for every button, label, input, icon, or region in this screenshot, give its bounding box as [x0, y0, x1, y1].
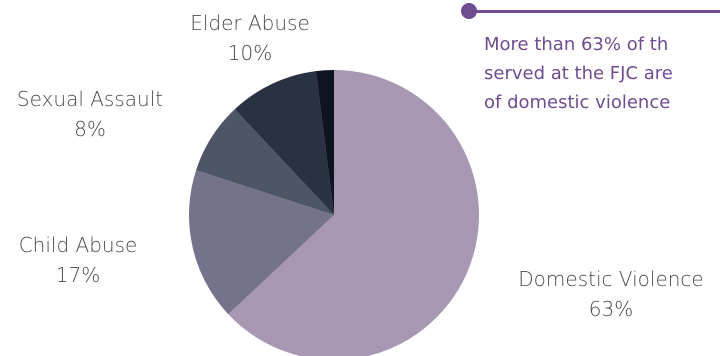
- label-sexual-assault-value: 8%: [74, 117, 106, 141]
- callout-text: More than 63% of th served at the FJC ar…: [484, 30, 720, 117]
- label-child-abuse-name: Child Abuse: [18, 233, 138, 257]
- label-child-abuse: Child Abuse 17%: [0, 230, 156, 290]
- label-elder-abuse-value: 10%: [227, 41, 273, 65]
- callout-line-1: More than 63% of th: [484, 34, 669, 55]
- label-sexual-assault: Sexual Assault 8%: [2, 84, 178, 144]
- label-domestic-violence-name: Domestic Violence: [518, 267, 704, 291]
- label-domestic-violence: Domestic Violence 63%: [506, 264, 716, 324]
- pie-slice-unlabeled: [315, 70, 334, 215]
- label-sexual-assault-name: Sexual Assault: [16, 87, 164, 111]
- pie-slice-elder-abuse: [234, 71, 334, 215]
- pie-slice-sexual-assault: [196, 109, 334, 215]
- callout-divider: [470, 10, 720, 13]
- pie-slice-domestic-violence: [228, 70, 480, 356]
- callout-line-3: of domestic violence: [484, 92, 671, 113]
- label-elder-abuse: Elder Abuse 10%: [170, 8, 330, 68]
- callout-line-2: served at the FJC are: [484, 63, 673, 84]
- label-elder-abuse-name: Elder Abuse: [190, 11, 310, 35]
- callout-dot: [461, 3, 477, 19]
- label-child-abuse-value: 17%: [55, 263, 101, 287]
- label-domestic-violence-value: 63%: [588, 297, 634, 321]
- pie-slice-child-abuse: [189, 170, 334, 315]
